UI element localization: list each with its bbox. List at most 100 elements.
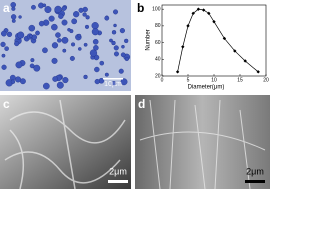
data-line: [177, 8, 259, 73]
particle: [1, 64, 7, 70]
scale-bar: [108, 180, 128, 183]
particle: [15, 61, 23, 69]
x-axis-label: Diameter(μm): [188, 85, 225, 91]
particle: [83, 42, 88, 47]
particle: [71, 18, 78, 25]
particle: [119, 28, 125, 34]
particle: [124, 38, 129, 44]
sem-panel: [135, 95, 270, 189]
particle: [54, 5, 62, 14]
particle: [69, 55, 75, 61]
particle: [111, 30, 117, 35]
texture: [139, 99, 266, 189]
particle: [120, 78, 128, 86]
particle: [55, 32, 61, 38]
particle: [109, 38, 113, 43]
micrograph: [0, 0, 131, 91]
particle: [0, 41, 6, 48]
particle: [31, 34, 38, 40]
data-point: [233, 49, 237, 53]
x-tick-label: 0: [161, 77, 164, 83]
texture: [4, 99, 126, 189]
data-point: [222, 36, 227, 41]
y-axis-label: Number: [146, 29, 152, 50]
scale-bar: [245, 180, 265, 183]
particle: [82, 12, 87, 17]
scale-bar-label: 2μm: [109, 166, 127, 176]
particle: [44, 6, 52, 14]
particle: [1, 53, 6, 58]
particle: [84, 24, 90, 29]
x-tick-label: 10: [211, 77, 217, 83]
particle: [113, 9, 119, 15]
particle: [73, 11, 80, 18]
sem-panel: [0, 95, 131, 189]
scale-bar: [103, 78, 123, 80]
particle: [92, 38, 99, 45]
particle: [62, 48, 67, 53]
sem-image: [0, 95, 131, 189]
particle: [33, 64, 41, 72]
x-tick-label: 15: [237, 77, 243, 83]
particle: [28, 24, 36, 32]
particle: [111, 81, 117, 87]
panel-label: a: [3, 1, 10, 15]
particle: [99, 60, 105, 66]
y-tick-label: 40: [155, 57, 161, 63]
particle: [118, 68, 124, 74]
y-tick-label: 100: [152, 7, 161, 13]
particle: [31, 4, 36, 10]
particle: [48, 15, 55, 22]
data-point: [196, 7, 201, 11]
particle: [93, 45, 99, 51]
particle: [94, 78, 100, 85]
data-point: [181, 45, 185, 49]
particle: [10, 2, 16, 8]
particle: [57, 38, 62, 43]
particle: [85, 15, 90, 20]
particle: [89, 49, 98, 57]
particle: [58, 13, 64, 19]
data-point: [207, 11, 211, 16]
particle: [113, 23, 117, 28]
particle: [61, 6, 67, 11]
particle: [51, 57, 58, 64]
particle: [77, 47, 82, 51]
particle: [43, 82, 50, 90]
particle: [11, 18, 16, 23]
micrograph-panel: [0, 0, 131, 91]
particle: [77, 33, 82, 38]
particle: [91, 28, 99, 36]
particle: [61, 19, 68, 26]
y-tick-label: 80: [155, 23, 161, 29]
particle: [94, 66, 100, 73]
particle: [61, 36, 69, 44]
data-point: [243, 59, 247, 63]
particle: [113, 51, 119, 57]
particle: [70, 42, 76, 47]
particle: [51, 23, 58, 31]
particle: [10, 79, 16, 84]
scale-bar-label: 2μm: [246, 166, 264, 176]
particle: [29, 34, 33, 38]
particle: [121, 44, 125, 49]
particle: [104, 15, 110, 21]
particle: [82, 6, 88, 13]
particle: [78, 7, 84, 13]
particle: [35, 30, 40, 36]
particle: [6, 31, 13, 38]
panel-label: b: [137, 1, 144, 15]
particle: [38, 20, 45, 27]
particle: [29, 63, 35, 69]
data-point: [186, 24, 190, 28]
particle: [11, 6, 16, 11]
particle: [56, 81, 64, 89]
particle: [62, 76, 69, 84]
particle: [19, 78, 26, 85]
particle: [14, 41, 20, 47]
figure: a c d b 10μm 2μm 2μm Diameter(μm) Number…: [0, 0, 270, 189]
particle: [124, 56, 129, 62]
data-point: [212, 20, 216, 24]
x-tick-label: 5: [187, 77, 190, 83]
particle: [120, 52, 126, 58]
